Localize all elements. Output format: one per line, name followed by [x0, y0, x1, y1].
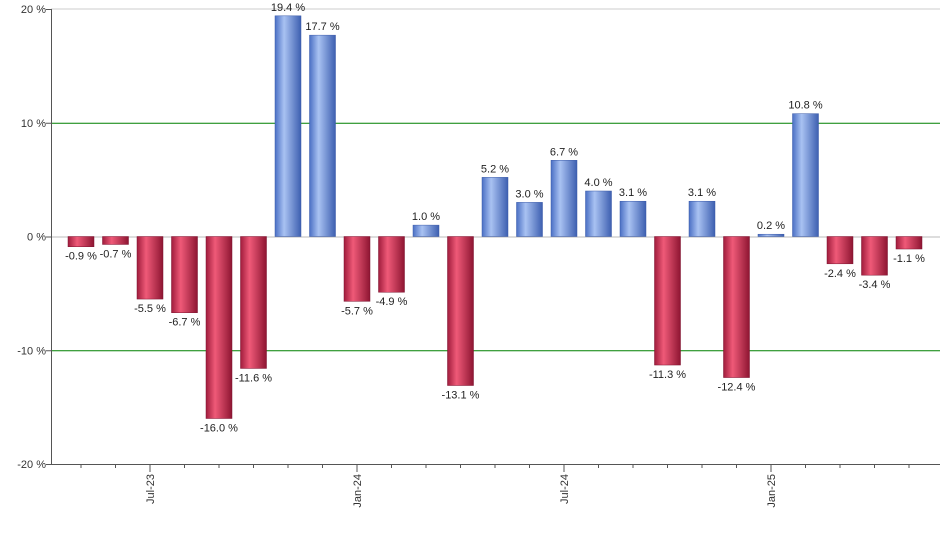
bar-value-label: -2.4 %	[824, 268, 856, 280]
bar-value-label: 1.0 %	[412, 211, 440, 223]
bar-value-label: 6.7 %	[550, 146, 578, 158]
grid-layer	[51, 8, 940, 352]
bar	[757, 233, 785, 237]
bar	[585, 190, 612, 237]
bar	[171, 236, 198, 313]
bar-value-label: 19.4 %	[271, 2, 305, 14]
bar	[895, 236, 923, 250]
bar-value-label: -11.6 %	[235, 372, 272, 384]
bar-value-label: -13.1 %	[442, 390, 480, 402]
bar-value-label: 3.1 %	[619, 187, 647, 199]
y-tick-label: 10 %	[21, 118, 46, 130]
bars-layer	[67, 15, 923, 419]
labels-layer: -0.9 % -0.7 % -5.5 %-6.7 % -16.0 % -11.6 % 19…	[65, 2, 925, 435]
x-tick-label: Jan-24	[352, 474, 364, 508]
bar	[412, 224, 440, 237]
x-tick-label: Jan-25	[766, 474, 778, 508]
bar-value-label: -0.7 %	[100, 248, 132, 260]
bar	[481, 177, 509, 237]
bar-value-label: 5.2 %	[481, 163, 509, 175]
y-tick-label: -10 %	[17, 345, 46, 357]
bar	[309, 34, 336, 237]
y-tick-label: -20 %	[17, 459, 46, 471]
bar	[343, 236, 371, 302]
bar-value-label: -4.9 %	[376, 296, 408, 308]
y-tick-label: 20 %	[21, 4, 46, 16]
bar	[826, 236, 854, 265]
bar-value-label: 4.0 %	[584, 177, 612, 189]
bar-value-label: 17.7 %	[305, 21, 339, 33]
bar-value-label: -12.4 %	[718, 382, 756, 394]
bar-value-label: -16.0 %	[200, 423, 238, 435]
bar	[447, 236, 474, 386]
bar	[723, 236, 750, 378]
bar-value-label: -5.7 %	[341, 305, 373, 317]
bar-value-label: 10.8 %	[788, 100, 822, 112]
bar	[102, 236, 129, 245]
bar-value-label: -3.4 %	[859, 279, 891, 291]
bar	[654, 236, 681, 366]
x-tick-label: Jul-24	[559, 474, 571, 504]
bar	[240, 236, 267, 369]
axes-layer: 20 % 10 % 0 % -10 % -20 % Jul-23 Jan-24 Jul-24 J…	[17, 4, 940, 508]
bar	[792, 113, 819, 237]
bar	[205, 236, 233, 419]
bar	[516, 202, 543, 237]
bar-value-label: -11.3 %	[649, 369, 686, 381]
x-tick-label: Jul-23	[145, 474, 157, 504]
bar	[378, 236, 405, 293]
bar-value-label: 3.0 %	[515, 188, 543, 200]
bar-value-label: -5.5 %	[134, 303, 166, 315]
bar-value-label: -6.7 %	[169, 317, 201, 329]
bar-value-label: -0.9 %	[65, 251, 97, 263]
bar	[136, 236, 164, 300]
bar	[619, 200, 647, 237]
bar-value-label: 3.1 %	[688, 187, 716, 199]
bar	[861, 236, 888, 276]
bar-value-label: 0.2 %	[757, 220, 785, 232]
bar	[550, 160, 578, 237]
bar	[688, 200, 716, 237]
bar-value-label: -1.1 %	[893, 253, 925, 265]
bar	[67, 236, 95, 247]
y-tick-label: 0 %	[27, 232, 46, 244]
bar	[274, 15, 302, 237]
